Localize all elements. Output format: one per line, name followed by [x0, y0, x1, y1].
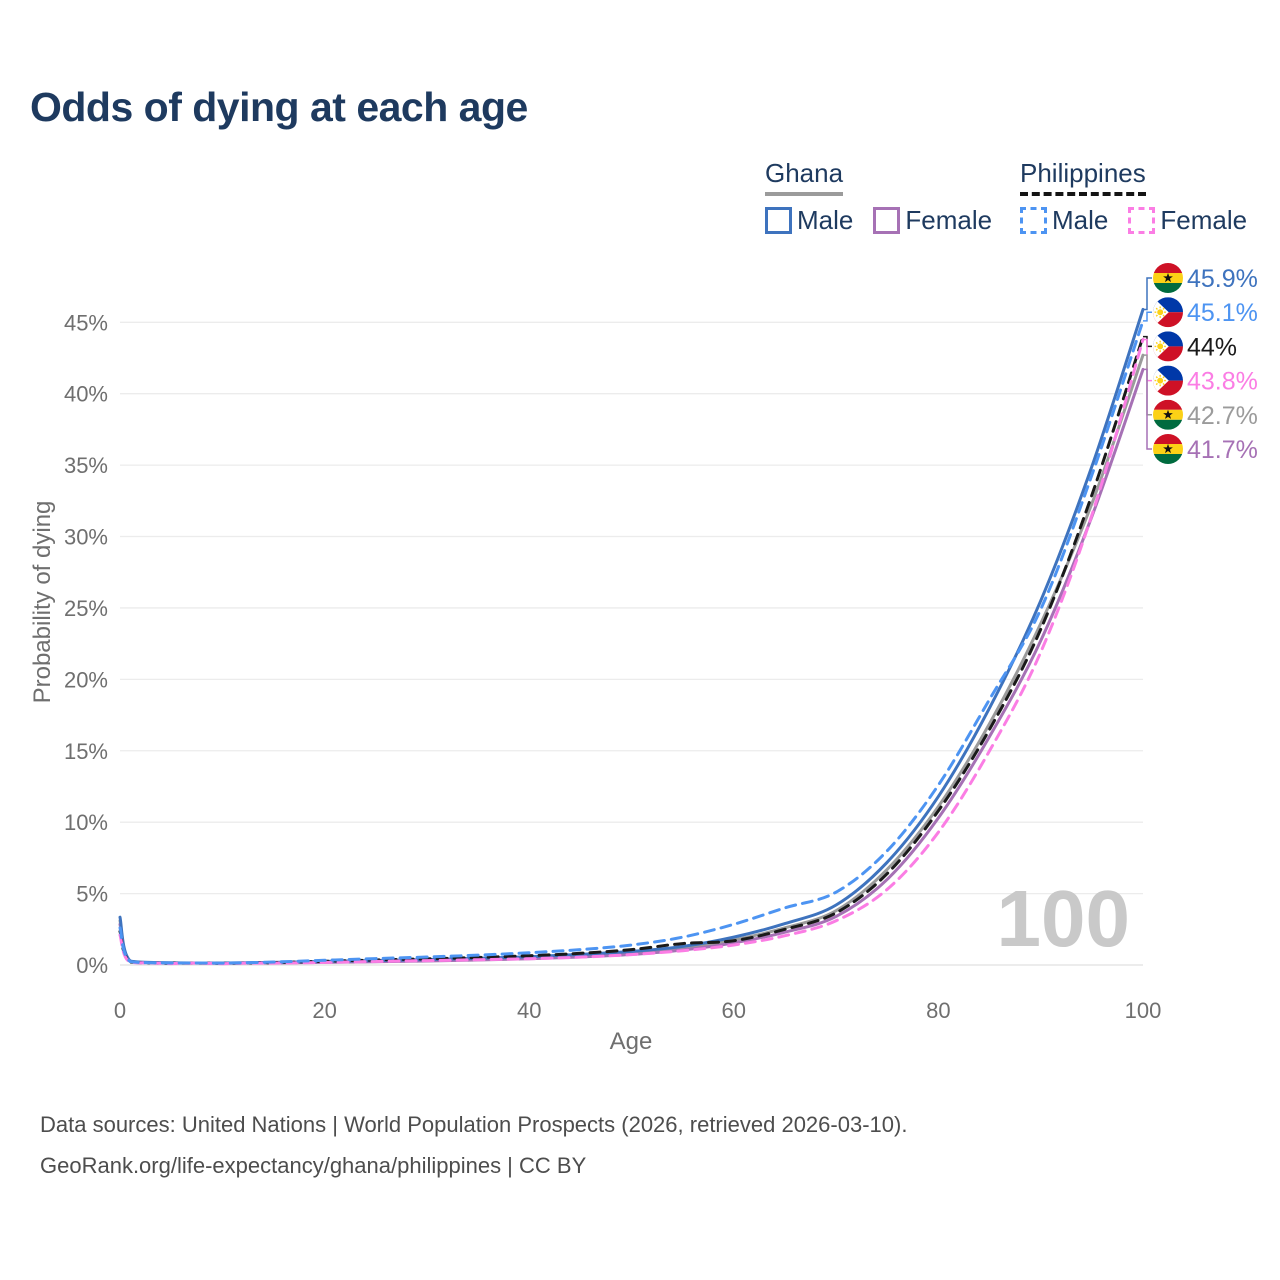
- legend-country-philippines[interactable]: Philippines: [1020, 158, 1146, 196]
- series-lines: [118, 307, 1145, 966]
- legend-group-ghana: Ghana Male Female: [765, 158, 992, 236]
- axis-ticks: 0% 5% 10% 15% 20% 25% 30% 35% 40% 45% 0 20 40 60 80 100: [64, 310, 1161, 1023]
- legend-item-ghana-female[interactable]: Female: [873, 205, 992, 236]
- x-tick-label: 100: [1125, 998, 1162, 1023]
- x-tick-label: 60: [722, 998, 746, 1023]
- y-tick-label: 20%: [64, 667, 108, 692]
- endpoint-value-ghana-male: 45.9%: [1187, 265, 1258, 293]
- line-philippines-female[interactable]: [118, 337, 1145, 966]
- legend-swatch-ghana-male: [765, 207, 792, 234]
- hover-age-watermark: 100: [997, 874, 1130, 963]
- y-tick-label: 5%: [76, 882, 108, 907]
- y-tick-label: 30%: [64, 525, 108, 550]
- legend-label-ghana-female: Female: [905, 205, 993, 235]
- ghana-flag-icon: [1153, 263, 1183, 293]
- line-philippines-male[interactable]: [118, 319, 1145, 965]
- x-tick-label: 0: [114, 998, 126, 1023]
- y-tick-label: 25%: [64, 596, 108, 621]
- endpoint-connector-ghana-male: [1143, 277, 1152, 311]
- legend-country-ghana[interactable]: Ghana: [765, 158, 844, 196]
- gridlines: [120, 321, 1143, 966]
- y-tick-label: 10%: [64, 810, 108, 835]
- ghana-flag-icon: [1153, 399, 1183, 430]
- legend-group-philippines: Philippines Male Female: [1020, 158, 1247, 236]
- series-endpoint-labels: 45.9% 45.1% 44% 43.8% 42.7% 41.7%: [1143, 263, 1258, 464]
- data-source-footer: Data sources: United Nations | World Pop…: [40, 1104, 907, 1186]
- x-tick-label: 20: [312, 998, 336, 1023]
- legend-item-ghana-male[interactable]: Male: [765, 205, 853, 236]
- endpoint-value-ghana-both-sexes: 42.7%: [1187, 402, 1258, 430]
- footer-line-sources: Data sources: United Nations | World Pop…: [40, 1112, 908, 1137]
- y-tick-label: 45%: [64, 310, 108, 335]
- y-tick-label: 40%: [64, 382, 108, 407]
- y-axis-title: Probability of dying: [29, 501, 56, 704]
- legend-item-philippines-female[interactable]: Female: [1128, 205, 1247, 236]
- line-ghana-male[interactable]: [118, 307, 1145, 965]
- y-tick-label: 35%: [64, 453, 108, 478]
- ghana-flag-icon: [1153, 434, 1183, 464]
- y-tick-label: 15%: [64, 739, 108, 764]
- philippines-flag-icon: [1153, 331, 1183, 362]
- legend-item-philippines-male[interactable]: Male: [1020, 205, 1108, 236]
- endpoint-value-philippines-both-sexes: 44%: [1187, 333, 1237, 361]
- endpoint-connector-philippines-male: [1143, 311, 1152, 322]
- legend-swatch-philippines-female: [1128, 207, 1156, 234]
- line-ghana-female[interactable]: [118, 367, 1145, 965]
- footer-line-attribution[interactable]: GeoRank.org/life-expectancy/ghana/philip…: [40, 1153, 587, 1178]
- endpoint-value-ghana-female: 41.7%: [1187, 436, 1258, 464]
- x-tick-label: 80: [926, 998, 950, 1023]
- philippines-flag-icon: [1153, 297, 1183, 328]
- x-tick-label: 40: [517, 998, 541, 1023]
- legend-swatch-ghana-female: [873, 207, 901, 234]
- x-axis-title: Age: [610, 1028, 653, 1055]
- line-ghana-both-sexes[interactable]: [118, 353, 1145, 965]
- legend-swatch-philippines-male: [1020, 207, 1047, 234]
- philippines-flag-icon: [1153, 365, 1183, 396]
- legend-label-philippines-female: Female: [1160, 205, 1248, 235]
- legend-label-philippines-male: Male: [1052, 205, 1109, 235]
- legend-label-ghana-male: Male: [797, 205, 854, 235]
- endpoint-value-philippines-male: 45.1%: [1187, 299, 1258, 327]
- y-tick-label: 0%: [76, 953, 108, 978]
- endpoint-value-philippines-female: 43.8%: [1187, 368, 1258, 396]
- page-title: Odds of dying at each age: [30, 84, 528, 130]
- line-philippines-both-sexes[interactable]: [118, 335, 1145, 965]
- endpoint-connector-ghana-female: [1143, 368, 1152, 450]
